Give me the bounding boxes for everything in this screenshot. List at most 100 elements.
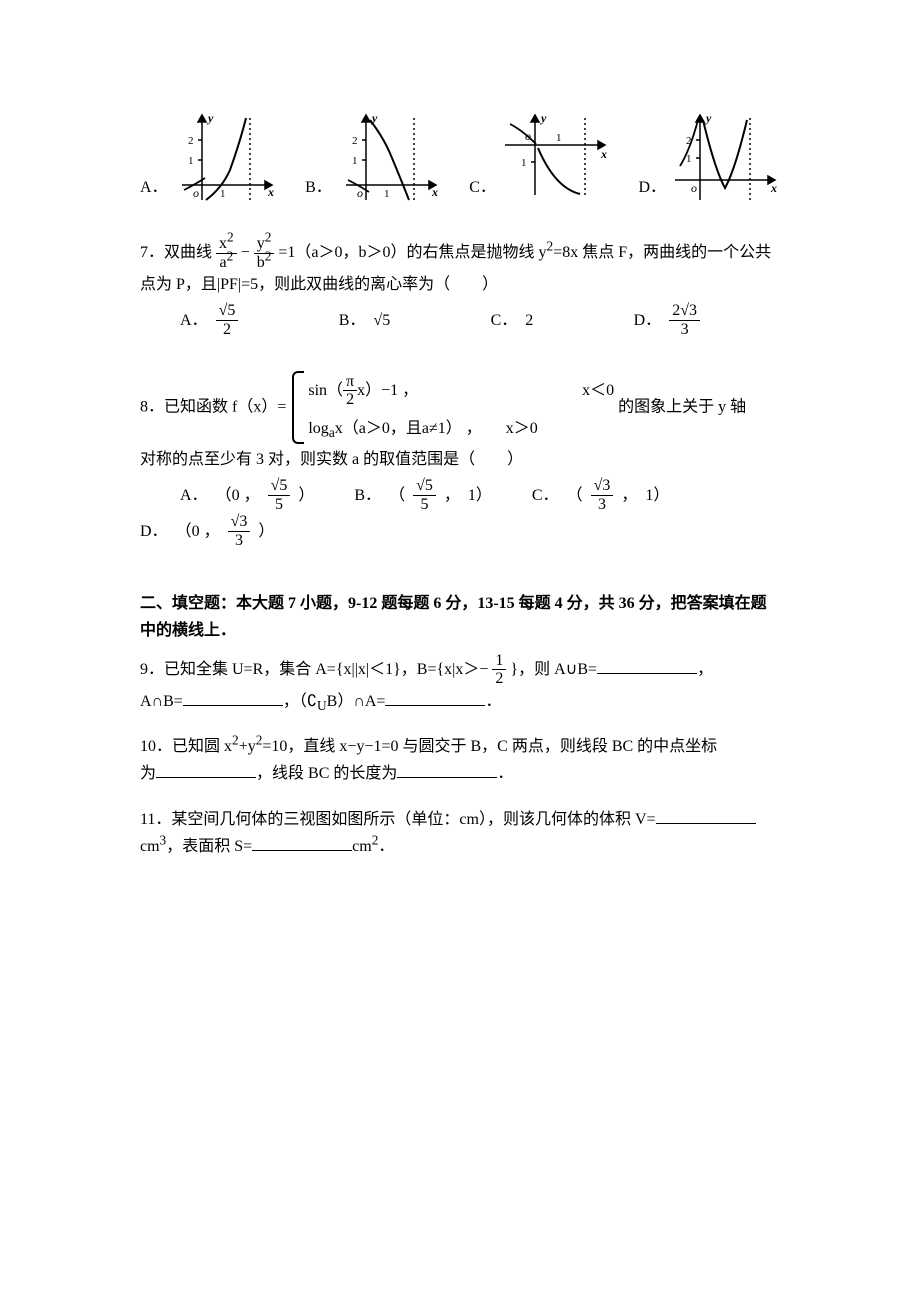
- frac-num: √5: [216, 302, 239, 321]
- case-text: x）−1 ，: [357, 381, 418, 398]
- figure-option-a: A． 1 2 1 o x y: [140, 110, 277, 205]
- svg-text:y: y: [206, 111, 214, 125]
- option-label: D．: [638, 174, 666, 205]
- graph-b: 1 2 1 o x y: [336, 110, 441, 205]
- option-value: 2: [525, 307, 533, 334]
- q8-prefix: 8．已知函数 f（x）=: [140, 398, 286, 415]
- q7-option-a: A． √5 2: [180, 302, 238, 338]
- q10-text: ，线段 BC 的长度为: [256, 765, 397, 782]
- q8-case2: logax（a＞0，且a≠1） ， x＞0: [308, 415, 614, 442]
- figure-option-c: C． 1 o 1 x y: [469, 110, 610, 205]
- svg-text:2: 2: [686, 135, 692, 147]
- option-open: （0 ，: [176, 518, 220, 545]
- frac-sup: 2: [227, 230, 234, 245]
- frac-sup: 2: [265, 230, 272, 245]
- option-label: A．: [140, 174, 168, 205]
- option-label: A．: [180, 482, 208, 509]
- option-open: （: [567, 482, 583, 509]
- q10-text: 为: [140, 765, 156, 782]
- option-frac: √33: [591, 477, 614, 513]
- svg-text:1: 1: [352, 155, 358, 167]
- option-label: D．: [634, 307, 662, 334]
- q8-line2: 对称的点至少有 3 对，则实数 a 的取值范围是（ ）: [140, 446, 780, 473]
- q11-text: ，表面积 S=: [166, 838, 252, 855]
- option-frac: √5 2: [216, 302, 239, 338]
- svg-text:x: x: [431, 185, 438, 199]
- answer-blank: [397, 761, 497, 778]
- frac-den: b: [257, 254, 265, 271]
- svg-text:1: 1: [188, 155, 194, 167]
- exam-page: A． 1 2 1 o x y: [0, 0, 920, 900]
- case-cond: x＜0: [582, 377, 614, 404]
- case-frac: π2: [343, 373, 357, 409]
- frac-num: 1: [492, 652, 506, 671]
- question-11: 11．某空间几何体的三视图如图所示（单位：cm），则该几何体的体积 V= cm3…: [140, 806, 780, 860]
- q8-option-b: B． （ √55 ， 1）: [354, 477, 492, 513]
- answer-blank: [156, 761, 256, 778]
- q7-line2: 点为 P，且|PF|=5，则此双曲线的离心率为（ ）: [140, 271, 780, 298]
- q7-option-d: D． 2√3 3: [634, 302, 700, 338]
- q8-case1: sin（π2x）−1 ， x＜0: [308, 373, 614, 409]
- svg-text:y: y: [704, 111, 712, 125]
- q10-period: ．: [497, 765, 513, 782]
- q10-text: +y: [239, 738, 256, 755]
- q7-options: A． √5 2 B． √5 C． 2 D． 2√3 3: [140, 302, 740, 338]
- option-label: C．: [532, 482, 559, 509]
- q7-frac1: x2 a2: [216, 235, 237, 271]
- option-label: B．: [305, 174, 332, 205]
- question-9: 9．已知全集 U=R，集合 A={x||x|＜1}，B={x|x＞− 12 }，…: [140, 652, 780, 715]
- q8-option-a: A． （0 ， √55 ）: [180, 477, 314, 513]
- svg-text:2: 2: [352, 135, 358, 147]
- answer-blank: [183, 689, 283, 706]
- frac-sup: 2: [265, 248, 272, 263]
- frac-num: 2√3: [669, 302, 700, 321]
- figure-option-d: D． 1 2 o x y: [638, 110, 780, 205]
- brace-icon: [290, 369, 304, 446]
- q11-text: 11．某空间几何体的三视图如图所示（单位：cm），则该几何体的体积 V=: [140, 811, 656, 828]
- frac-den: 2: [216, 321, 239, 339]
- svg-text:1: 1: [556, 132, 562, 144]
- option-mid: ， 1）: [444, 482, 492, 509]
- figure-option-b: B． 1 2 1 o x y: [305, 110, 441, 205]
- section-2-title: 二、填空题：本大题 7 小题，9-12 题每题 6 分，13-15 每题 4 分…: [140, 590, 780, 644]
- q10-line2: 为 ，线段 BC 的长度为 ．: [140, 760, 780, 787]
- frac-num: π: [343, 373, 357, 392]
- case-cond: x＞0: [506, 415, 538, 442]
- frac-num: y: [257, 235, 265, 252]
- svg-text:o: o: [357, 186, 363, 200]
- q7-option-b: B． √5: [339, 302, 390, 338]
- svg-text:1: 1: [384, 188, 390, 200]
- option-label: C．: [491, 307, 518, 334]
- svg-text:2: 2: [188, 135, 194, 147]
- option-open: （: [389, 482, 405, 509]
- q9-comma: ，: [697, 661, 713, 678]
- frac-num: √5: [268, 477, 291, 496]
- svg-text:y: y: [370, 111, 378, 125]
- option-close: ）: [298, 482, 314, 509]
- option-frac: √33: [228, 513, 251, 549]
- svg-text:o: o: [691, 181, 697, 195]
- q9-sub: U: [317, 698, 327, 713]
- piecewise-function: sin（π2x）−1 ， x＜0 logax（a＞0，且a≠1） ， x＞0: [290, 369, 614, 446]
- q11-text: cm: [352, 838, 372, 855]
- case-text: log: [308, 420, 328, 437]
- frac-den: 2: [492, 670, 506, 688]
- q9-frac: 12: [492, 652, 506, 688]
- frac-den: 3: [228, 532, 251, 550]
- svg-text:o: o: [525, 129, 531, 143]
- answer-blank: [252, 834, 352, 851]
- option-label: D．: [140, 518, 168, 545]
- q9-line2: A∩B=，（∁UB）∩A=．: [140, 688, 780, 715]
- frac-num: √3: [591, 477, 614, 496]
- graph-a: 1 2 1 o x y: [172, 110, 277, 205]
- q8-option-d: D． （0 ， √33 ）: [140, 513, 740, 549]
- svg-text:x: x: [267, 185, 274, 199]
- q9-text: }，则 A∪B=: [510, 661, 597, 678]
- frac-den: 2: [343, 391, 357, 409]
- q8-option-c: C． （ √33 ， 1）: [532, 477, 670, 513]
- svg-text:x: x: [770, 181, 777, 195]
- answer-blank: [656, 807, 756, 824]
- graph-d: 1 2 o x y: [670, 110, 780, 205]
- option-frac: √55: [413, 477, 436, 513]
- q9-text: A∩B=: [140, 693, 183, 710]
